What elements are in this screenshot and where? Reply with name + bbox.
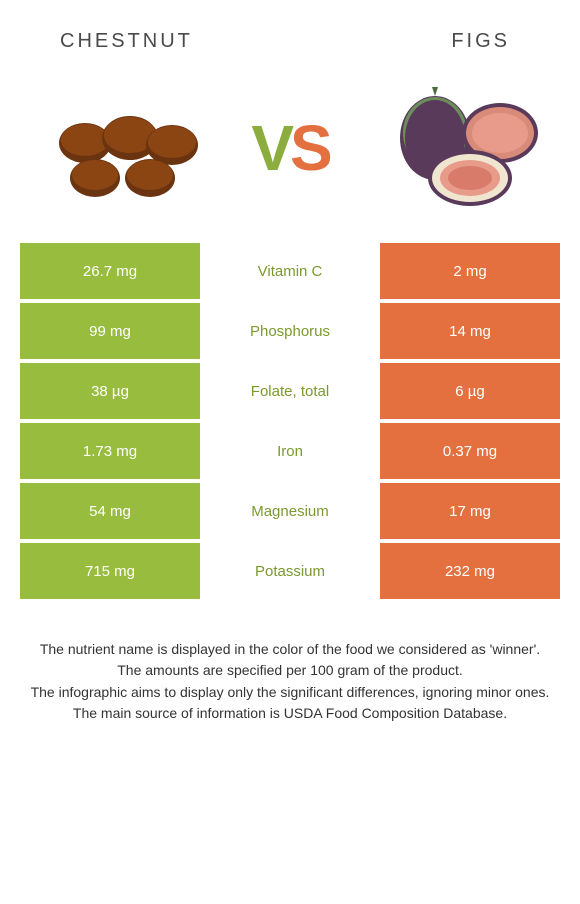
left-value: 26.7 mg [20, 243, 200, 299]
right-value: 232 mg [380, 543, 560, 599]
table-row: 99 mgPhosphorus14 mg [20, 303, 560, 359]
table-row: 26.7 mgVitamin C2 mg [20, 243, 560, 299]
vs-v: V [251, 111, 290, 185]
right-value: 6 µg [380, 363, 560, 419]
left-value: 99 mg [20, 303, 200, 359]
table-row: 54 mgMagnesium17 mg [20, 483, 560, 539]
right-food-title: FIGS [451, 30, 510, 53]
images-row: V S [0, 73, 580, 223]
table-row: 1.73 mgIron0.37 mg [20, 423, 560, 479]
right-value: 17 mg [380, 483, 560, 539]
footer-notes: The nutrient name is displayed in the co… [0, 639, 580, 723]
right-value: 14 mg [380, 303, 560, 359]
footer-line: The main source of information is USDA F… [20, 703, 560, 723]
left-value: 1.73 mg [20, 423, 200, 479]
vs-label: V S [251, 111, 328, 185]
header: CHESTNUT FIGS [0, 0, 580, 73]
nutrient-label: Phosphorus [200, 303, 380, 359]
table-row: 715 mgPotassium232 mg [20, 543, 560, 599]
left-food-title: CHESTNUT [60, 30, 193, 53]
figs-image [380, 83, 550, 213]
footer-line: The infographic aims to display only the… [20, 682, 560, 702]
chestnut-image [30, 83, 200, 213]
nutrient-label: Potassium [200, 543, 380, 599]
right-value: 2 mg [380, 243, 560, 299]
nutrient-label: Folate, total [200, 363, 380, 419]
left-value: 54 mg [20, 483, 200, 539]
right-value: 0.37 mg [380, 423, 560, 479]
vs-s: S [290, 111, 329, 185]
nutrient-label: Iron [200, 423, 380, 479]
nutrient-label: Vitamin C [200, 243, 380, 299]
nutrient-table: 26.7 mgVitamin C2 mg99 mgPhosphorus14 mg… [20, 243, 560, 599]
footer-line: The amounts are specified per 100 gram o… [20, 660, 560, 680]
left-value: 715 mg [20, 543, 200, 599]
table-row: 38 µgFolate, total6 µg [20, 363, 560, 419]
nutrient-label: Magnesium [200, 483, 380, 539]
left-value: 38 µg [20, 363, 200, 419]
footer-line: The nutrient name is displayed in the co… [20, 639, 560, 659]
